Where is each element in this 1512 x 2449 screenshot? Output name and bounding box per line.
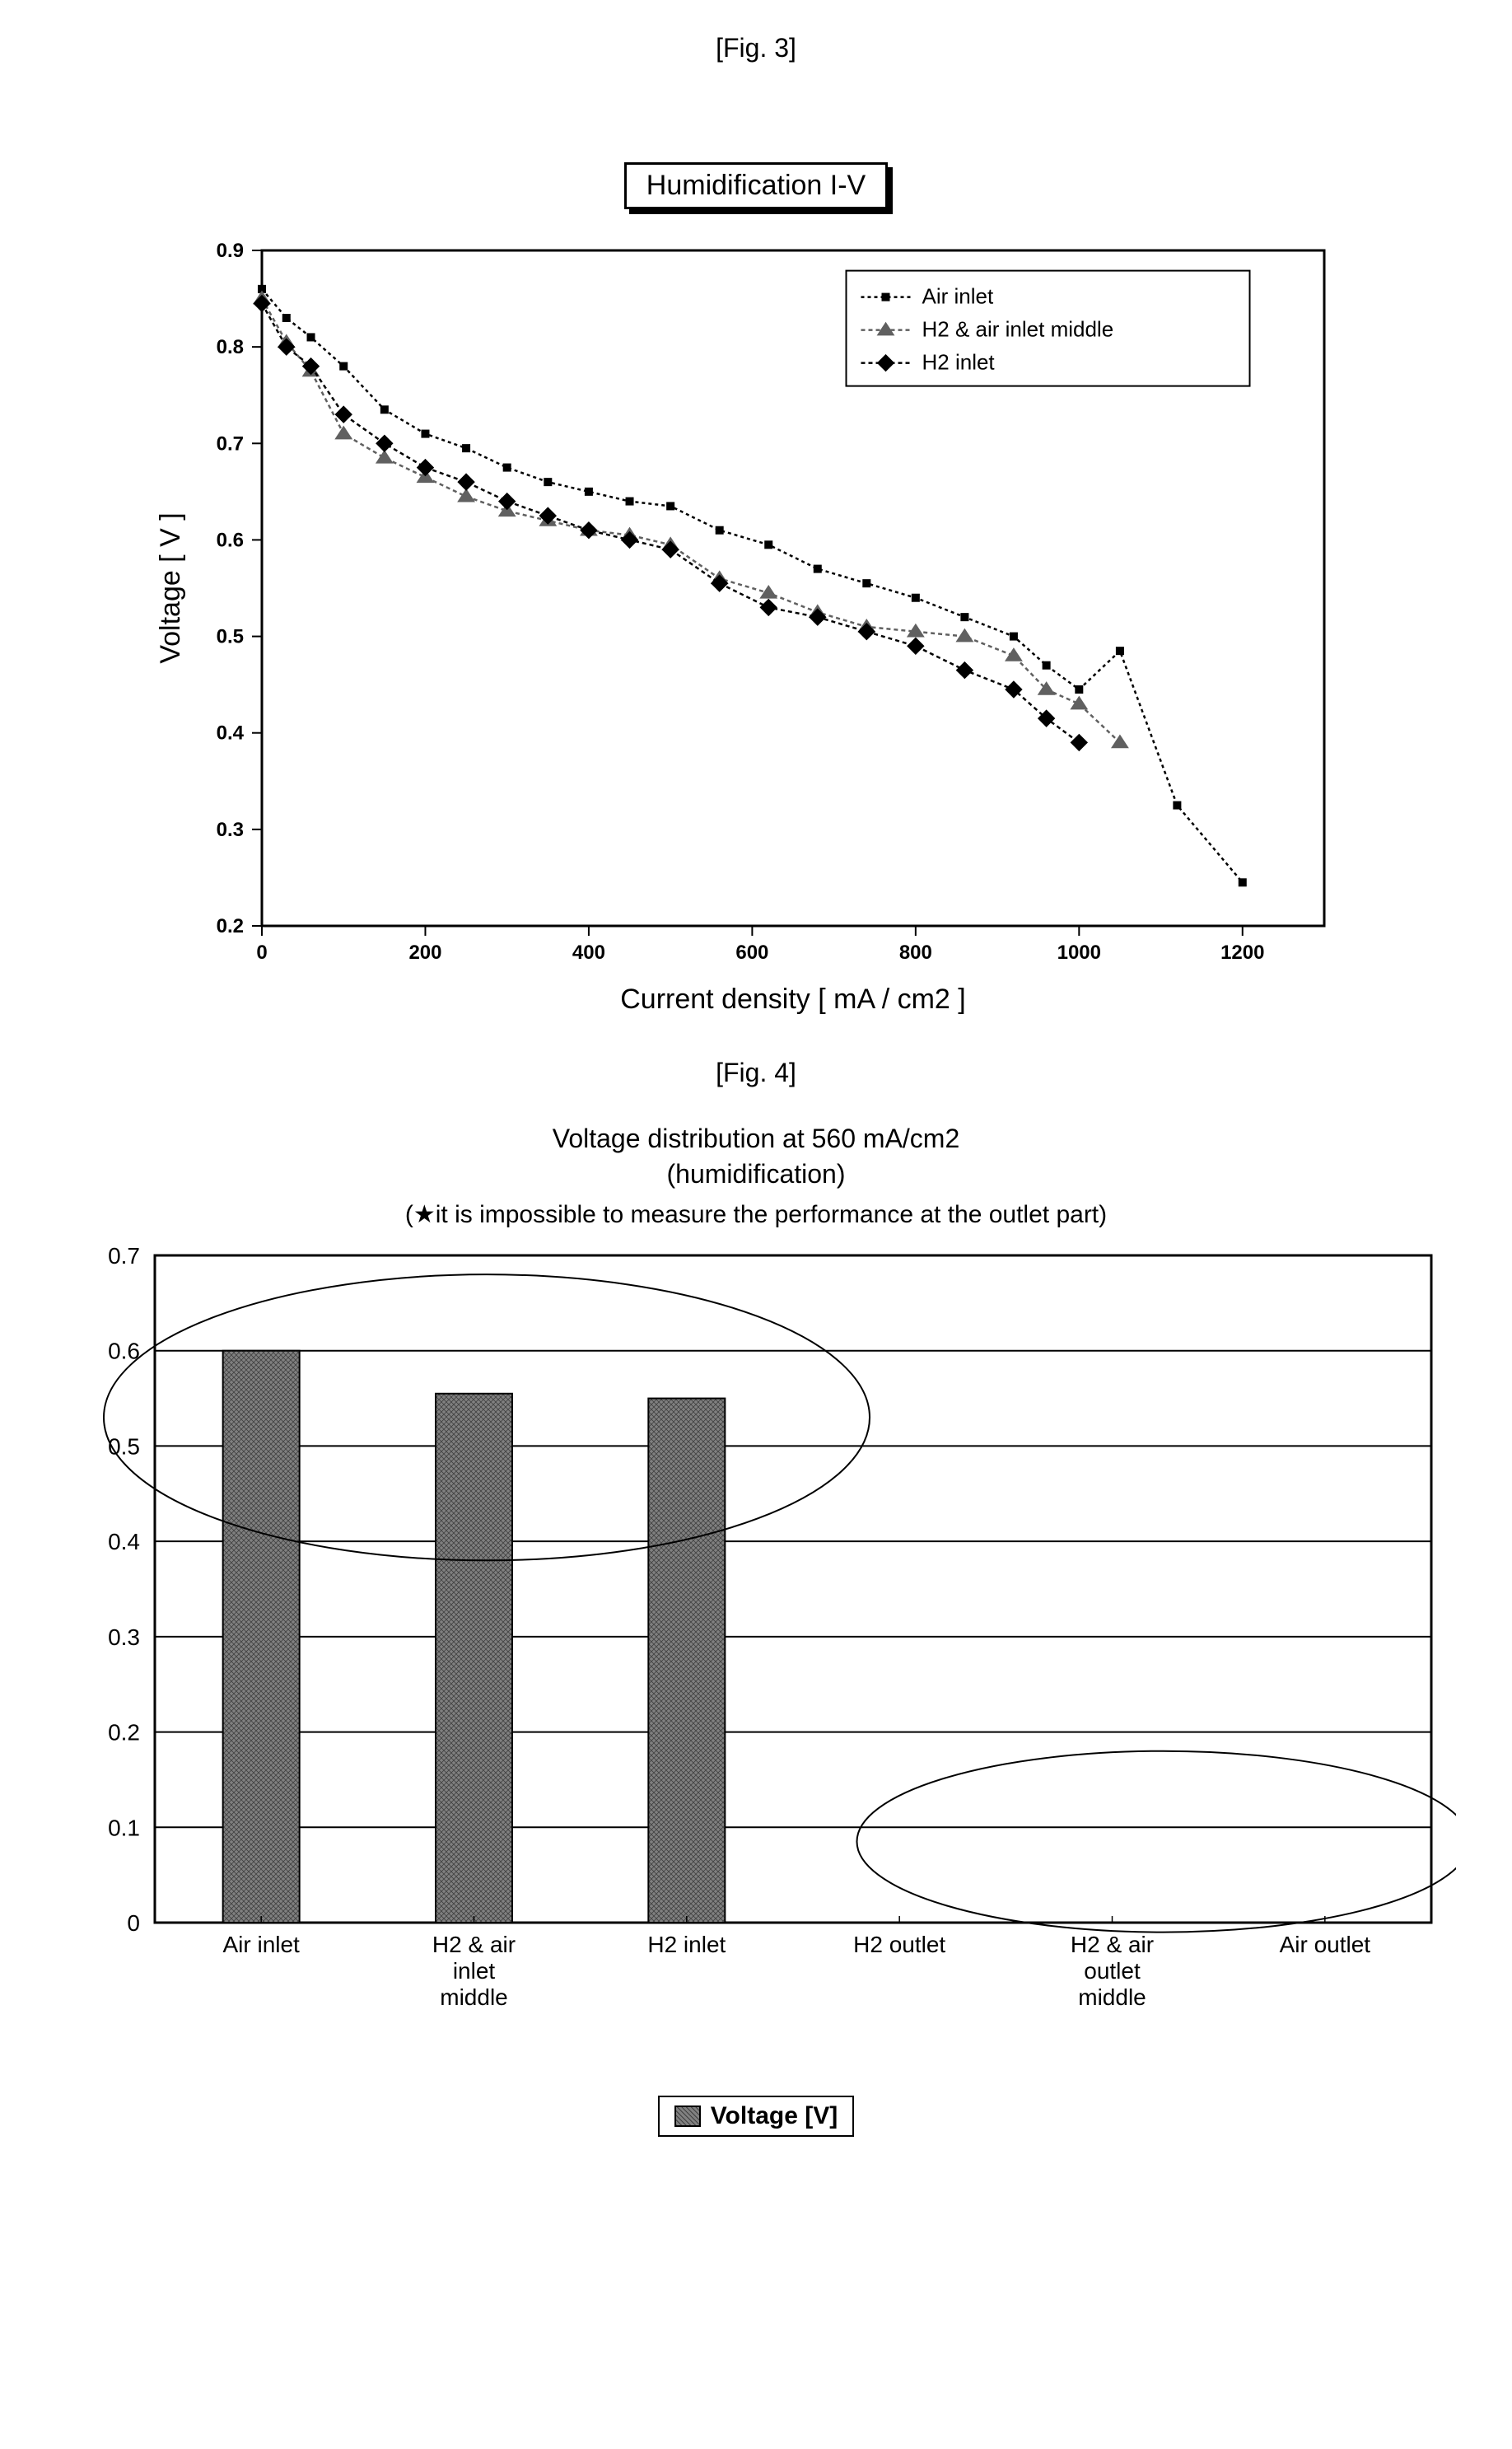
fig3-svg: 0 200 400 600 800 1000 1200 0.2 0.3 0.4 0.5 0.6 0.7 0… (138, 226, 1374, 1033)
svg-text:1000: 1000 (1057, 942, 1101, 964)
svg-text:200: 200 (408, 942, 441, 964)
svg-text:0.7: 0.7 (217, 432, 244, 455)
svg-text:Air inlet: Air inlet (222, 1932, 300, 1957)
svg-text:800: 800 (899, 942, 932, 964)
fig4-title-line2: (humidification) (667, 1159, 846, 1189)
svg-text:0.5: 0.5 (108, 1434, 140, 1460)
svg-text:1200: 1200 (1220, 942, 1264, 964)
svg-text:H2 & air inlet middle: H2 & air inlet middle (922, 317, 1114, 342)
svg-text:middle: middle (440, 1984, 507, 2010)
svg-text:0.8: 0.8 (217, 336, 244, 358)
fig4-legend-label: Voltage [V] (711, 2102, 838, 2130)
svg-text:0.6: 0.6 (217, 529, 244, 551)
fig4-chart: 00.10.20.30.40.50.60.7Air inletH2 & airi… (56, 1239, 1456, 2046)
fig4-title-line1: Voltage distribution at 560 mA/cm2 (553, 1124, 960, 1153)
fig3-title: Humidification I-V (624, 162, 888, 209)
svg-text:H2 outlet: H2 outlet (853, 1932, 945, 1957)
fig3-chart: 0 200 400 600 800 1000 1200 0.2 0.3 0.4 0.5 0.6 0.7 0… (138, 226, 1374, 1033)
svg-text:0.3: 0.3 (217, 819, 244, 841)
svg-text:0.4: 0.4 (108, 1530, 140, 1555)
svg-text:inlet: inlet (453, 1958, 496, 1984)
svg-text:Air inlet: Air inlet (922, 284, 994, 309)
svg-text:Current density [ mA / cm2 ]: Current density [ mA / cm2 ] (620, 984, 965, 1015)
svg-text:outlet: outlet (1084, 1958, 1141, 1984)
svg-text:H2 inlet: H2 inlet (647, 1932, 726, 1957)
svg-text:H2 & air: H2 & air (432, 1932, 516, 1957)
svg-text:0.2: 0.2 (217, 915, 244, 937)
fig4-note: (★it is impossible to measure the perfor… (33, 1200, 1479, 1229)
svg-text:600: 600 (735, 942, 768, 964)
svg-text:middle: middle (1078, 1984, 1146, 2010)
svg-text:0: 0 (256, 942, 267, 964)
svg-text:Voltage [ V ]: Voltage [ V ] (155, 512, 186, 663)
fig4-legend-swatch (674, 2105, 701, 2127)
svg-text:Air outlet: Air outlet (1280, 1932, 1371, 1957)
svg-text:H2 inlet: H2 inlet (922, 350, 996, 375)
svg-text:0.3: 0.3 (108, 1624, 140, 1650)
svg-text:0.7: 0.7 (108, 1243, 140, 1269)
fig3-title-box: Humidification I-V (624, 162, 888, 209)
fig4-svg: 00.10.20.30.40.50.60.7Air inletH2 & airi… (56, 1239, 1456, 2046)
svg-text:400: 400 (572, 942, 605, 964)
svg-text:0.2: 0.2 (108, 1720, 140, 1746)
svg-text:0.4: 0.4 (217, 722, 245, 745)
svg-text:0.5: 0.5 (217, 626, 244, 648)
svg-text:0: 0 (127, 1910, 140, 1936)
svg-text:H2 & air: H2 & air (1071, 1932, 1154, 1957)
fig3-label: [Fig. 3] (33, 33, 1479, 63)
fig4-label: [Fig. 4] (33, 1058, 1479, 1088)
fig4-legend: Voltage [V] (658, 2096, 854, 2137)
svg-text:0.9: 0.9 (217, 240, 244, 262)
svg-text:0.1: 0.1 (108, 1816, 140, 1841)
fig4-title: Voltage distribution at 560 mA/cm2 (humi… (33, 1121, 1479, 1192)
